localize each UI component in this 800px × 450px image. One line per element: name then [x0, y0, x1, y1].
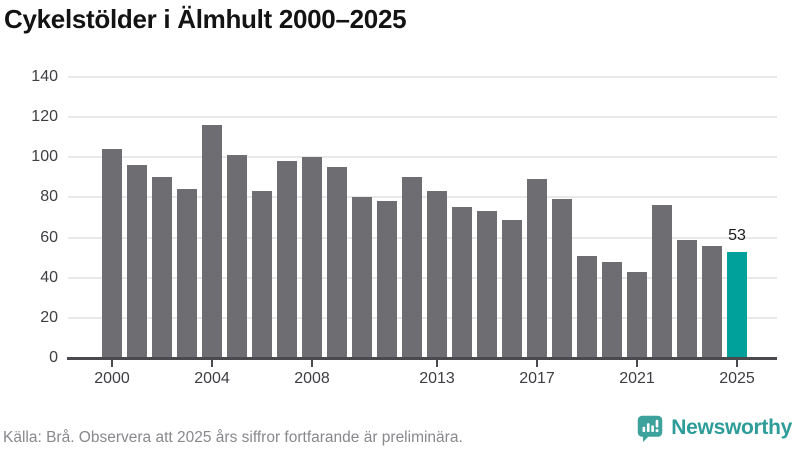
bar-2024 [702, 245, 722, 358]
bar-2023 [677, 239, 697, 358]
bar-2003 [177, 189, 197, 358]
x-tick-2025 [736, 360, 738, 367]
newsworthy-logo[interactable]: Newsworthy [636, 414, 792, 442]
x-axis-label-2008: 2008 [294, 370, 330, 387]
x-axis-label-2021: 2021 [619, 370, 655, 387]
bar-2014 [452, 207, 472, 358]
y-axis-label-80: 80 [40, 188, 58, 206]
bar-2017 [527, 179, 547, 358]
x-tick-2021 [636, 360, 638, 367]
x-axis-label-2013: 2013 [419, 370, 455, 387]
newsworthy-bubble-chart-icon [638, 415, 663, 442]
gridline-40 [68, 276, 777, 279]
bar-2009 [327, 167, 347, 358]
x-tick-2013 [436, 360, 438, 367]
bar-2025 [727, 251, 747, 358]
highlight-value-label: 53 [728, 226, 746, 244]
bar-2002 [152, 177, 172, 358]
x-tick-2000 [111, 360, 113, 367]
bar-2008 [302, 157, 322, 358]
x-tick-2008 [311, 360, 313, 367]
gridline-60 [68, 236, 777, 239]
bar-2012 [402, 177, 422, 358]
x-axis-label-2000: 2000 [94, 370, 130, 387]
bar-2020 [602, 261, 622, 358]
bar-2013 [427, 191, 447, 358]
y-axis-label-40: 40 [40, 268, 58, 286]
bar-2007 [277, 161, 297, 358]
x-tick-2004 [211, 360, 213, 367]
source-note: Källa: Brå. Observera att 2025 års siffr… [3, 429, 463, 446]
gridline-20 [68, 316, 777, 319]
x-axis-label-2025: 2025 [719, 370, 755, 387]
newsworthy-wordmark: Newsworthy [671, 416, 792, 439]
y-axis-label-120: 120 [31, 108, 58, 126]
bar-2005 [227, 155, 247, 358]
chart-title: Cykelstölder i Älmhult 2000–2025 [4, 4, 407, 34]
x-axis-line [67, 357, 777, 360]
bar-2001 [127, 165, 147, 358]
plot-area: 0 20 40 60 80 100 120 140 53 2000 2004 2008 2013 2017… [31, 68, 777, 387]
bar-2021 [627, 271, 647, 358]
x-tick-2017 [536, 360, 538, 367]
bar-2019 [577, 255, 597, 358]
bar-2016 [502, 219, 522, 358]
bar-2015 [477, 211, 497, 358]
gridline-120 [68, 116, 777, 119]
x-axis-label-2004: 2004 [194, 370, 230, 387]
y-axis-label-140: 140 [31, 68, 58, 85]
gridline-80 [68, 196, 777, 199]
bar-2000 [102, 149, 122, 358]
y-axis-label-0: 0 [49, 349, 58, 366]
bar-2010 [352, 197, 372, 358]
x-axis-label-2017: 2017 [519, 370, 555, 387]
y-axis-label-100: 100 [31, 148, 58, 166]
gridline-100 [68, 156, 777, 159]
bar-2006 [252, 191, 272, 358]
bar-2004 [202, 125, 222, 358]
y-axis-label-20: 20 [40, 308, 58, 326]
y-axis-label-60: 60 [40, 228, 58, 246]
gridline-140 [68, 76, 777, 78]
bar-2022 [652, 205, 672, 358]
bar-2011 [377, 201, 397, 358]
bar-2018 [552, 199, 572, 358]
